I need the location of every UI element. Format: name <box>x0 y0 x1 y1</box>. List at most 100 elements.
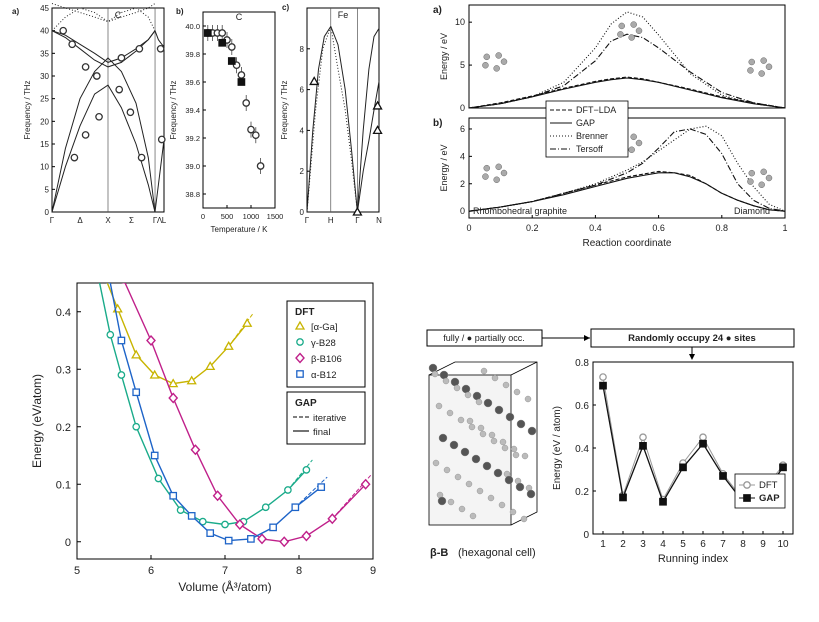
atom-sketch <box>449 440 459 450</box>
y-tick-label: 39.6 <box>185 78 200 87</box>
y-tick-label: 0.2 <box>56 422 71 434</box>
data-point <box>242 99 251 107</box>
atom-sketch <box>488 431 496 439</box>
y-tick-label: 2 <box>460 179 465 189</box>
atom-sketch <box>500 169 508 177</box>
data-point <box>227 43 236 51</box>
atom-sketch <box>516 419 526 429</box>
atom-sketch <box>748 169 755 177</box>
phonon-marker <box>68 40 77 49</box>
legend-label: GAP <box>576 118 595 128</box>
atom-sketch <box>502 381 510 389</box>
data-point <box>291 503 300 512</box>
phonon-band <box>51 30 156 63</box>
phonon-marker <box>372 100 383 110</box>
atom-sketch <box>443 466 451 474</box>
x-tick-label: 1500 <box>267 212 284 221</box>
atom-sketch <box>510 445 518 453</box>
atom-sketch <box>499 438 507 446</box>
panel-title: C <box>236 12 243 22</box>
x-tick-label: 8 <box>296 565 302 577</box>
data-point <box>117 371 126 379</box>
phonon-band <box>51 84 156 213</box>
data-point <box>599 381 607 390</box>
y-tick-label: 0.1 <box>56 479 71 491</box>
data-point <box>317 483 326 491</box>
atom-sketch <box>483 53 490 61</box>
data-point <box>149 369 160 379</box>
y-tick-label: 40 <box>40 27 49 36</box>
y-tick-label: 0.8 <box>575 358 589 369</box>
atom-sketch <box>471 454 481 464</box>
data-point <box>237 78 246 86</box>
atom-sketch <box>630 133 637 141</box>
data-point <box>237 71 246 79</box>
x-tick-label: 0.4 <box>589 223 602 233</box>
x-tick-label: 0.8 <box>716 223 729 233</box>
data-point <box>699 439 707 448</box>
atom-sketch <box>501 444 509 452</box>
y-axis-label: Energy (eV/atom) <box>30 374 44 468</box>
data-point <box>699 433 707 442</box>
legend-label: DFT <box>759 480 778 491</box>
x-tick-label: 3 <box>640 539 646 550</box>
x-tick-label: Γ <box>50 216 55 225</box>
atom-sketch <box>628 146 635 153</box>
phonon-marker <box>137 153 146 162</box>
x-tick-label: 1 <box>782 223 787 233</box>
data-point <box>679 463 687 472</box>
atom-sketch <box>500 58 508 65</box>
phonon-marker <box>352 206 363 216</box>
atom-sketch <box>504 475 514 485</box>
atom-sketch <box>748 58 755 66</box>
atom-sketch <box>493 468 503 478</box>
x-tick-label: Λ <box>157 216 163 225</box>
atom-sketch <box>476 487 484 495</box>
atom-sketch <box>515 482 525 492</box>
phonon-band <box>330 26 358 213</box>
atom-sketch <box>635 27 643 34</box>
data-point <box>360 478 371 490</box>
atom-sketch <box>461 384 471 394</box>
y-tick-label: 39.4 <box>185 106 200 115</box>
atom-sketch <box>765 63 773 71</box>
annotation-text: Diamond <box>734 206 770 216</box>
data-point <box>176 506 185 514</box>
atom-sketch <box>450 377 460 387</box>
data-point <box>599 373 607 381</box>
phonon-marker <box>135 44 144 53</box>
x-tick-label: 5 <box>680 539 686 550</box>
phonon-band <box>306 26 332 213</box>
data-point <box>186 375 197 385</box>
data-point <box>218 29 227 37</box>
data-point <box>247 535 255 543</box>
legend-label: α-B12 <box>311 370 337 381</box>
x-tick-label: Δ <box>77 216 83 225</box>
atom-sketch <box>495 52 502 59</box>
x-tick-label: Γ <box>153 216 158 225</box>
atom-sketch <box>453 384 461 392</box>
legend-title: GAP <box>295 398 317 409</box>
legend-marker <box>743 494 751 502</box>
y-tick-label: 15 <box>40 140 49 149</box>
info-box-label: Randomly occupy 24 ● sites <box>628 333 756 344</box>
atom-sketch <box>758 70 765 77</box>
data-point <box>234 518 245 531</box>
y-tick-label: 0 <box>460 103 465 113</box>
atom-sketch <box>483 164 490 172</box>
atom-sketch <box>521 452 529 460</box>
y-axis-label: Frequency / THz <box>169 81 178 140</box>
y-tick-label: 45 <box>40 4 49 13</box>
x-tick-label: 2 <box>620 539 626 550</box>
data-point <box>639 441 647 450</box>
x-tick-label: 9 <box>760 539 766 550</box>
y-axis-label: Energy / eV <box>439 33 449 80</box>
fit-curve-iterative <box>228 313 254 347</box>
atom-sketch <box>617 31 624 38</box>
annotation-text: Rhombohedral graphite <box>473 206 567 216</box>
data-point <box>251 131 260 140</box>
x-tick-label: 5 <box>74 565 80 577</box>
atom-sketch <box>618 22 625 30</box>
atom-sketch <box>498 501 506 509</box>
